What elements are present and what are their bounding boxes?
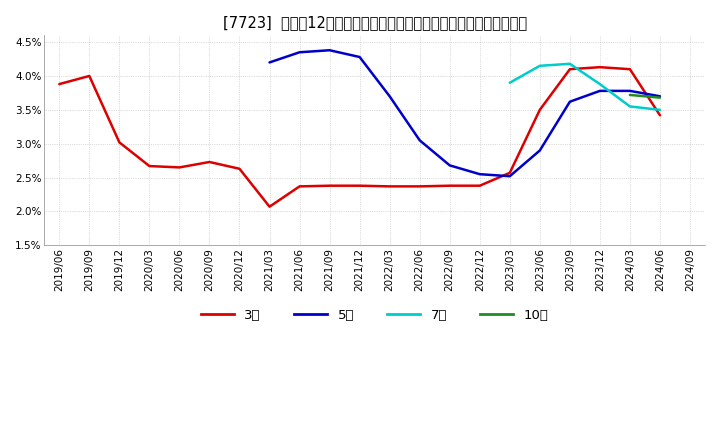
Line: 7年: 7年	[510, 64, 660, 110]
3年	[446, 183, 454, 188]
5年	[415, 138, 424, 143]
3年	[295, 184, 304, 189]
7年	[505, 80, 514, 85]
3年	[235, 166, 244, 172]
7年	[656, 107, 665, 113]
7年	[565, 61, 574, 66]
5年	[595, 88, 604, 94]
Line: 10年: 10年	[630, 95, 660, 98]
5年	[656, 94, 665, 99]
5年	[295, 50, 304, 55]
Title: [7723]  売上高12か月移動合計の対前年同期増減率の標準偏差の推移: [7723] 売上高12か月移動合計の対前年同期増減率の標準偏差の推移	[222, 15, 527, 30]
3年	[325, 183, 334, 188]
3年	[115, 140, 124, 145]
3年	[385, 184, 394, 189]
3年	[355, 183, 364, 188]
3年	[55, 81, 63, 87]
Line: 5年: 5年	[269, 50, 660, 176]
5年	[355, 55, 364, 60]
3年	[265, 204, 274, 209]
5年	[505, 173, 514, 179]
3年	[415, 184, 424, 189]
3年	[565, 66, 574, 72]
5年	[475, 172, 484, 177]
7年	[626, 104, 634, 109]
5年	[626, 88, 634, 94]
3年	[175, 165, 184, 170]
3年	[595, 65, 604, 70]
3年	[536, 107, 544, 113]
10年	[626, 92, 634, 98]
5年	[385, 94, 394, 99]
3年	[85, 73, 94, 79]
5年	[446, 163, 454, 168]
3年	[656, 113, 665, 118]
10年	[656, 95, 665, 100]
5年	[325, 48, 334, 53]
5年	[265, 60, 274, 65]
3年	[505, 170, 514, 176]
Legend: 3年, 5年, 7年, 10年: 3年, 5年, 7年, 10年	[196, 303, 554, 327]
3年	[145, 163, 153, 169]
7年	[536, 63, 544, 69]
3年	[205, 159, 214, 165]
7年	[595, 81, 604, 87]
5年	[536, 148, 544, 153]
Line: 3年: 3年	[59, 67, 660, 207]
5年	[565, 99, 574, 104]
3年	[626, 66, 634, 72]
3年	[475, 183, 484, 188]
